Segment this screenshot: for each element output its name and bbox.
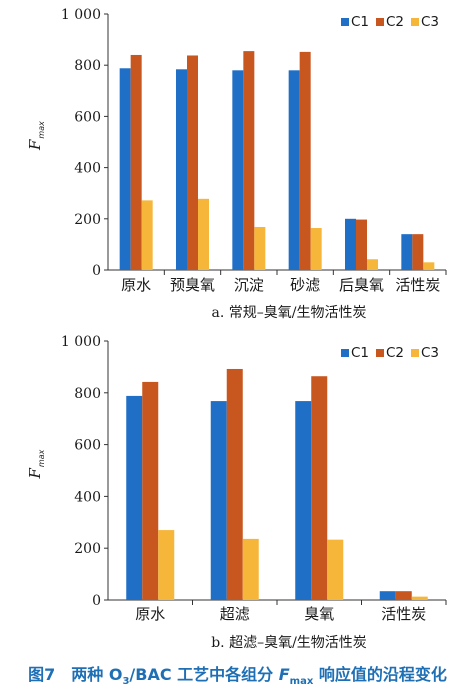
bar-C1-2 xyxy=(295,401,312,600)
bar-C1-1 xyxy=(176,69,187,271)
y-tick-label: 1 000 xyxy=(61,7,101,23)
x-category-label: 原水 xyxy=(135,605,165,623)
bar-C1-4 xyxy=(345,218,356,270)
bar-C3-4 xyxy=(367,259,378,270)
chart-b-ultrafiltration: 0 200 400 600 800 1 000 Fmax 原水 超滤 臭氧 活性炭 C1 C2 C3 b. … xyxy=(26,334,447,651)
bar-C1-3 xyxy=(379,591,396,600)
bar-C1-2 xyxy=(232,70,244,270)
caption-f-variable: F xyxy=(278,665,290,684)
x-category-label: 超滤 xyxy=(220,605,250,623)
y-tick-label: 600 xyxy=(74,109,101,125)
x-category-label: 活性炭 xyxy=(381,605,426,623)
legend-swatch-C2 xyxy=(376,349,384,357)
y-axis-label: Fmax xyxy=(26,449,46,479)
caption-suffix: 响应值的沿程变化 xyxy=(313,665,447,684)
y-tick-label: 800 xyxy=(74,58,101,74)
bar-C2-3 xyxy=(395,591,412,600)
bar-C2-4 xyxy=(356,219,367,270)
x-category-label: 原水 xyxy=(121,276,151,294)
x-category-label: 沉淀 xyxy=(234,276,264,294)
x-category-label: 砂滤 xyxy=(290,276,320,294)
legend-label-C3: C3 xyxy=(421,14,439,30)
bar-C3-3 xyxy=(310,228,322,270)
bar-C1-0 xyxy=(119,68,131,270)
legend-label-C3: C3 xyxy=(421,345,439,361)
legend-label-C2: C2 xyxy=(386,345,404,361)
figure-caption: 图7 两种 O3/BAC 工艺中各组分 Fmax 响应值的沿程变化 xyxy=(0,661,475,687)
y-axis-label-var: F xyxy=(26,139,44,151)
legend-swatch-C2 xyxy=(376,18,384,26)
bar-C3-2 xyxy=(254,226,266,270)
x-category-label: 预臭氧 xyxy=(170,276,215,294)
legend-label-C2: C2 xyxy=(386,14,404,30)
bar-C1-1 xyxy=(210,401,227,600)
bar-C2-0 xyxy=(130,54,142,271)
bar-C2-0 xyxy=(142,381,159,600)
y-axis-label-sub: max xyxy=(37,121,46,139)
x-category-label: 后臭氧 xyxy=(339,276,384,294)
y-tick-label: 400 xyxy=(74,161,101,177)
y-axis-label: Fmax xyxy=(26,121,46,151)
bar-C2-1 xyxy=(187,55,198,270)
y-tick-label: 0 xyxy=(92,263,101,279)
bar-C1-5 xyxy=(401,234,413,270)
bar-C2-2 xyxy=(311,376,328,600)
chart-subtitle: b. 超滤–臭氧/生物活性炭 xyxy=(211,635,367,651)
bar-C3-5 xyxy=(423,262,435,270)
legend-swatch-C1 xyxy=(341,18,349,26)
y-axis-label-var: F xyxy=(26,468,44,480)
y-tick-label: 0 xyxy=(92,593,101,609)
y-axis-label-sub: max xyxy=(37,449,46,467)
y-tick-label: 200 xyxy=(74,212,101,228)
bar-C3-1 xyxy=(198,198,209,270)
bar-C2-3 xyxy=(299,51,311,270)
legend-swatch-C1 xyxy=(341,349,349,357)
bar-C3-1 xyxy=(242,538,259,600)
bar-C3-0 xyxy=(141,200,153,270)
y-tick-label: 1 000 xyxy=(61,334,101,350)
bar-C2-2 xyxy=(243,51,255,271)
legend-label-C1: C1 xyxy=(351,345,369,361)
y-tick-label: 800 xyxy=(74,386,101,402)
chart-subtitle: a. 常规–臭氧/生物活性炭 xyxy=(212,305,367,321)
y-tick-label: 200 xyxy=(74,541,101,557)
bar-C2-1 xyxy=(226,368,243,600)
x-category-label: 臭氧 xyxy=(304,605,334,623)
caption-mid: /BAC 工艺中各组分 xyxy=(129,665,279,684)
bar-C3-3 xyxy=(411,596,428,600)
bar-C1-0 xyxy=(126,395,143,600)
bar-C3-2 xyxy=(327,539,344,600)
legend-swatch-C3 xyxy=(411,349,419,357)
caption-prefix: 图7 两种 O xyxy=(28,665,123,684)
bar-C1-3 xyxy=(288,70,300,270)
y-tick-label: 400 xyxy=(74,489,101,505)
legend-swatch-C3 xyxy=(411,18,419,26)
caption-sub-3: 3 xyxy=(122,676,130,688)
bar-C2-5 xyxy=(412,234,424,270)
caption-f-subscript: max xyxy=(289,676,314,688)
bar-C3-0 xyxy=(158,530,175,600)
legend-label-C1: C1 xyxy=(351,14,369,30)
chart-a-conventional: 0 200 400 600 800 1 000 Fmax 原水 预臭氧 沉淀 砂滤 后臭氧 活性炭 C1 C… xyxy=(26,7,447,321)
x-category-label: 活性炭 xyxy=(395,276,440,294)
y-tick-label: 600 xyxy=(74,438,101,454)
